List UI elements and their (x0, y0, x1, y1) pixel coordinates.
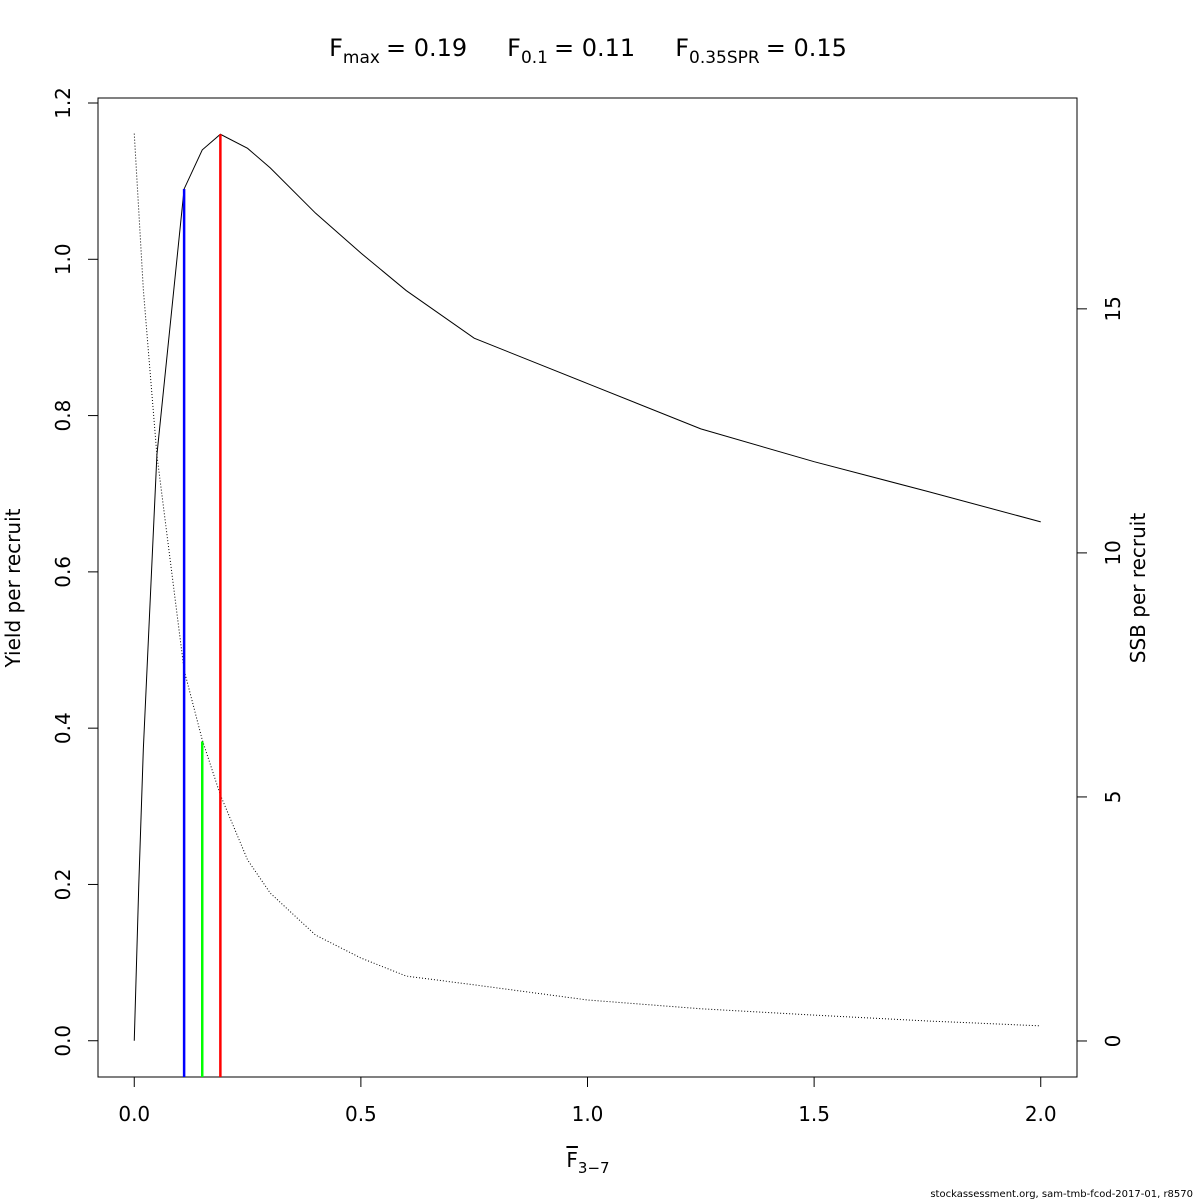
footer: stockassessment.org, sam-tmb-fcod-2017-0… (930, 1189, 1193, 1200)
x-label-subscript: 3−7 (578, 1159, 610, 1177)
x-tick-label: 0.5 (345, 1102, 377, 1126)
y2-tick-label: 15 (1101, 296, 1125, 321)
ssb-curve (133, 133, 1041, 1027)
x-tick-label: 1.0 (572, 1102, 604, 1126)
x-axis-label: F3−7 (566, 1148, 609, 1177)
y2-tick-label: 0 (1101, 1035, 1125, 1048)
y-tick-label: 0.8 (51, 400, 75, 432)
title-value: = 0.11 (554, 34, 635, 62)
chart-title: Fmax = 0.19 F0.1 = 0.11 F0.35SPR = 0.15 (329, 34, 847, 68)
title-value: = 0.19 (386, 34, 467, 62)
plot-frame (97, 97, 1078, 1078)
x-label-symbol: F (566, 1148, 578, 1172)
y-axis-label: Yield per recruit (1, 508, 25, 668)
y-tick-label: 1.0 (51, 243, 75, 275)
title-symbol: F (329, 34, 343, 62)
yield-curve (133, 133, 1041, 1041)
x-tick-label: 0.0 (118, 1102, 150, 1126)
y-tick-label: 0.2 (51, 869, 75, 901)
title-subscript: 0.35SPR (689, 48, 760, 68)
title-value: = 0.15 (766, 34, 847, 62)
title-symbol: F (507, 34, 521, 62)
y-tick-label: 1.2 (51, 87, 75, 119)
y-tick-label: 0.6 (51, 556, 75, 588)
title-symbol: F (675, 34, 689, 62)
y-tick-label: 0.4 (51, 712, 75, 744)
title-subscript: 0.1 (521, 48, 548, 68)
y-tick-label: 0.0 (51, 1025, 75, 1057)
y2-tick-label: 10 (1101, 540, 1125, 565)
y2-tick-label: 5 (1101, 791, 1125, 804)
x-tick-label: 2.0 (1025, 1102, 1057, 1126)
x-tick-label: 1.5 (798, 1102, 830, 1126)
y2-axis-label: SSB per recruit (1126, 513, 1150, 664)
title-subscript: max (343, 48, 380, 68)
